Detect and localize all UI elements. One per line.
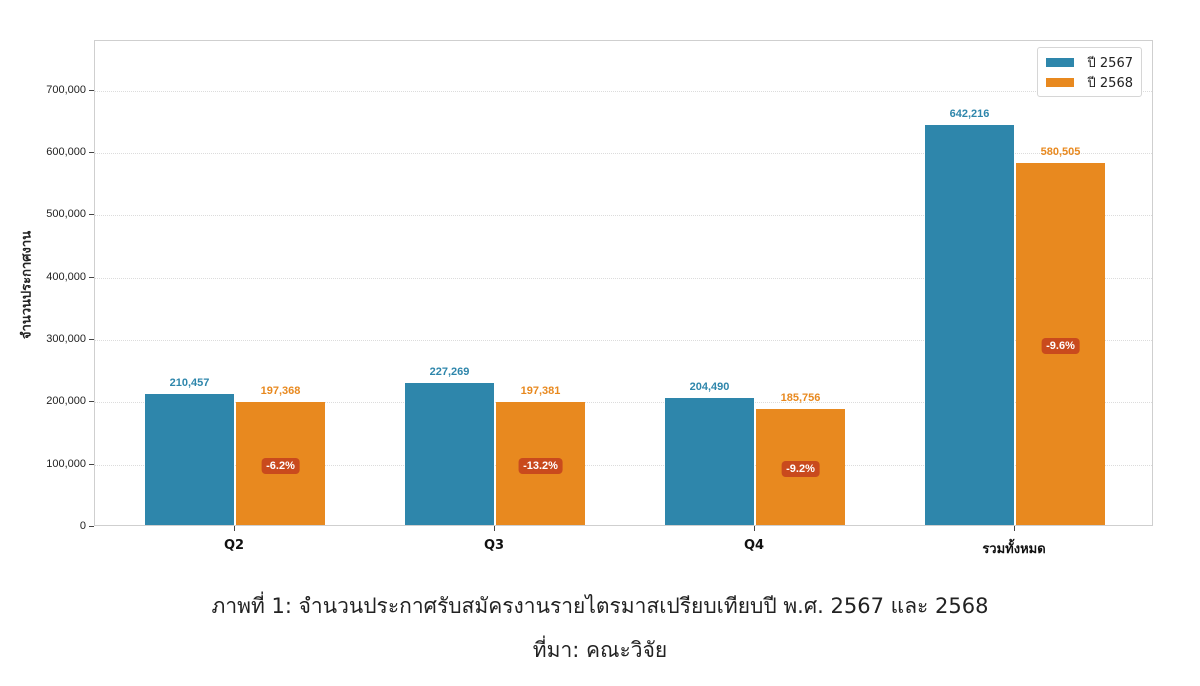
gridline [95,464,1152,466]
value-label: 580,505 [1040,146,1081,159]
x-tick-mark [494,526,495,531]
legend-label-2567: ปี 2567 [1087,55,1133,71]
x-tick-mark [754,526,755,531]
y-tick-mark [89,526,94,527]
y-tick-mark [89,214,94,216]
bar-2567-3 [925,124,1014,525]
legend-label-2568: ปี 2568 [1087,75,1133,91]
value-label: 197,381 [520,385,561,398]
y-tick-label: 600,000 [46,146,86,159]
gridline [95,153,1152,155]
value-label: 197,368 [260,385,301,398]
x-tick-label: Q2 [223,538,245,553]
y-tick-mark [89,463,94,465]
plot-area: ปี 2567 ปี 2568 210,457 197,368 -6.2% 227,2… [94,40,1153,526]
gridline [95,277,1152,279]
x-tick-label: รวมทั้งหมด [982,542,1046,557]
legend-item-2568: ปี 2568 [1045,72,1133,92]
y-tick-mark [89,401,94,403]
gridline [95,90,1152,92]
y-tick-mark [89,89,94,91]
gridline [95,215,1152,217]
y-tick-label: 200,000 [46,395,86,408]
bar-2567-1 [405,383,494,525]
x-tick-mark [1014,526,1015,531]
figure-caption: ภาพที่ 1: จำนวนประกาศรับสมัครงานรายไตรมา… [211,594,989,618]
x-tick-label: Q4 [743,538,765,553]
value-label: 210,457 [169,376,210,389]
y-tick-mark [89,276,94,278]
y-tick-label: 400,000 [46,270,86,283]
x-tick-label: Q3 [483,538,505,553]
figure-source: ที่มา: คณะวิจัย [532,638,668,662]
value-label: 185,756 [780,392,821,405]
change-badge: -13.2% [518,457,563,474]
legend: ปี 2567 ปี 2568 [1036,47,1142,97]
legend-swatch-2568 [1045,77,1074,87]
gridline [95,402,1152,404]
legend-item-2567: ปี 2567 [1045,52,1133,72]
bar-2567-2 [665,397,754,525]
y-tick-mark [89,339,94,341]
y-tick-label: 300,000 [46,333,86,346]
x-tick-mark [234,526,235,531]
y-tick-label: 0 [79,520,86,532]
change-badge: -9.2% [781,461,820,478]
y-tick-label: 500,000 [46,208,86,221]
value-label: 227,269 [429,366,470,379]
y-axis-label: จำนวนประกาศงาน [19,230,35,340]
y-tick-label: 700,000 [46,83,86,96]
y-tick-mark [89,152,94,154]
change-badge: -6.2% [261,457,300,474]
bar-2567-0 [145,393,234,525]
change-badge: -9.6% [1041,338,1080,355]
y-tick-label: 100,000 [46,457,86,470]
value-label: 204,490 [689,380,730,393]
value-label: 642,216 [949,107,990,120]
legend-swatch-2567 [1045,57,1074,67]
gridline [95,340,1152,342]
